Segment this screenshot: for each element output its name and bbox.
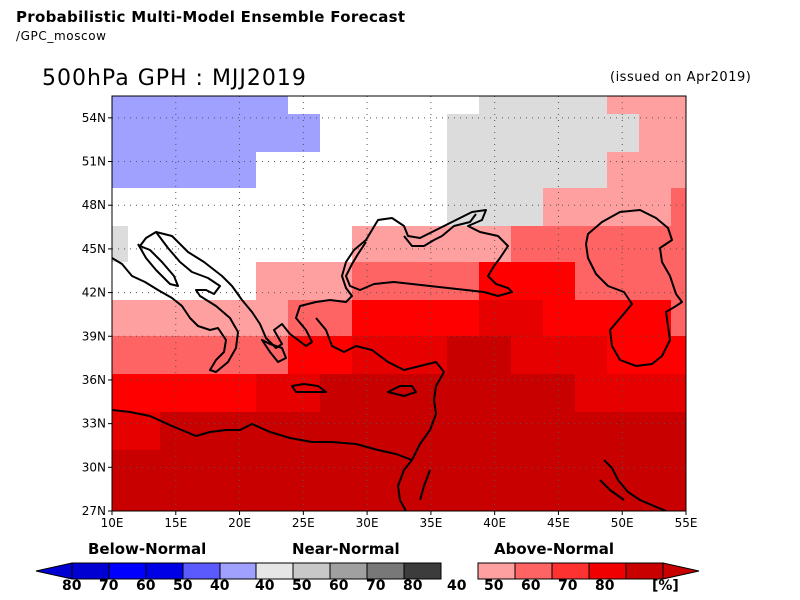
legend-swatch [108,562,147,580]
map-frame [111,95,687,512]
legend-tick-near: 60 [329,578,349,594]
lat-label: 27N [82,504,106,518]
legend-colorbars [35,562,700,580]
legend-tick-above: 70 [558,578,578,594]
issued-date: (issued on Apr2019) [610,70,752,85]
lat-label: 30N [82,460,106,474]
lon-label: 15E [164,516,187,530]
below-normal-colorbar [35,562,258,580]
legend-swatch [366,562,405,580]
legend-swatch [551,562,590,580]
legend-tick-above: 40 [447,578,467,594]
legend-swatch [403,562,442,580]
legend-label-below: Below-Normal [88,540,207,558]
legend-tick-near: 80 [403,578,423,594]
map-title: 500hPa GPH : MJJ2019 [42,66,307,91]
legend-swatch [588,562,627,580]
lon-label: 45E [547,516,570,530]
above-normal-colorbar [477,562,700,580]
legend-label-near: Near-Normal [292,540,400,558]
probability-cells [112,96,686,511]
legend-tick-near: 40 [255,578,275,594]
legend-tick-above: 80 [595,578,615,594]
legend-swatch [71,562,110,580]
lon-label: 20E [228,516,251,530]
legend-tick-above: 60 [521,578,541,594]
legend-tick-below: 60 [136,578,156,594]
coastlines [112,209,683,511]
legend-tick-below: 80 [62,578,82,594]
legend-tick-below: 50 [173,578,193,594]
legend-arrow [35,562,73,580]
lon-label: 25E [292,516,315,530]
legend-label-above: Above-Normal [494,540,614,558]
near-normal-colorbar [255,562,442,580]
latitude-labels: 27N 30N 33N 36N 39N 42N 45N 48N 51N 54N [82,111,112,518]
legend-swatch [329,562,368,580]
legend-tick-above: 50 [484,578,504,594]
lat-label: 39N [82,329,106,343]
legend-swatch [514,562,553,580]
lat-label: 48N [82,198,106,212]
longitude-labels: 10E 15E 20E 25E 30E 35E 40E 45E 50E 55E [101,511,698,530]
legend-tick-below: 70 [99,578,119,594]
lon-label: 50E [611,516,634,530]
legend-tick-near: 70 [366,578,386,594]
lon-label: 30E [356,516,379,530]
legend-swatch [477,562,516,580]
lon-label: 35E [419,516,442,530]
legend-swatch [145,562,184,580]
lat-label: 51N [82,155,106,169]
lon-label: 40E [483,516,506,530]
lon-label: 55E [675,516,698,530]
legend-swatch [625,562,664,580]
legend-swatch [182,562,221,580]
legend-swatch [219,562,258,580]
lat-label: 33N [82,417,106,431]
legend-arrow [662,562,700,580]
lat-label: 54N [82,111,106,125]
lon-label: 10E [101,516,124,530]
lat-label: 45N [82,242,106,256]
lat-label: 36N [82,373,106,387]
legend-unit: [%] [652,578,679,594]
legend-swatch [255,562,294,580]
lat-label: 42N [82,286,106,300]
legend-tick-below: 40 [210,578,230,594]
legend-tick-near: 50 [292,578,312,594]
product-title: Probabilistic Multi-Model Ensemble Forec… [16,8,406,26]
product-source: /GPC_moscow [16,29,107,43]
legend-swatch [292,562,331,580]
